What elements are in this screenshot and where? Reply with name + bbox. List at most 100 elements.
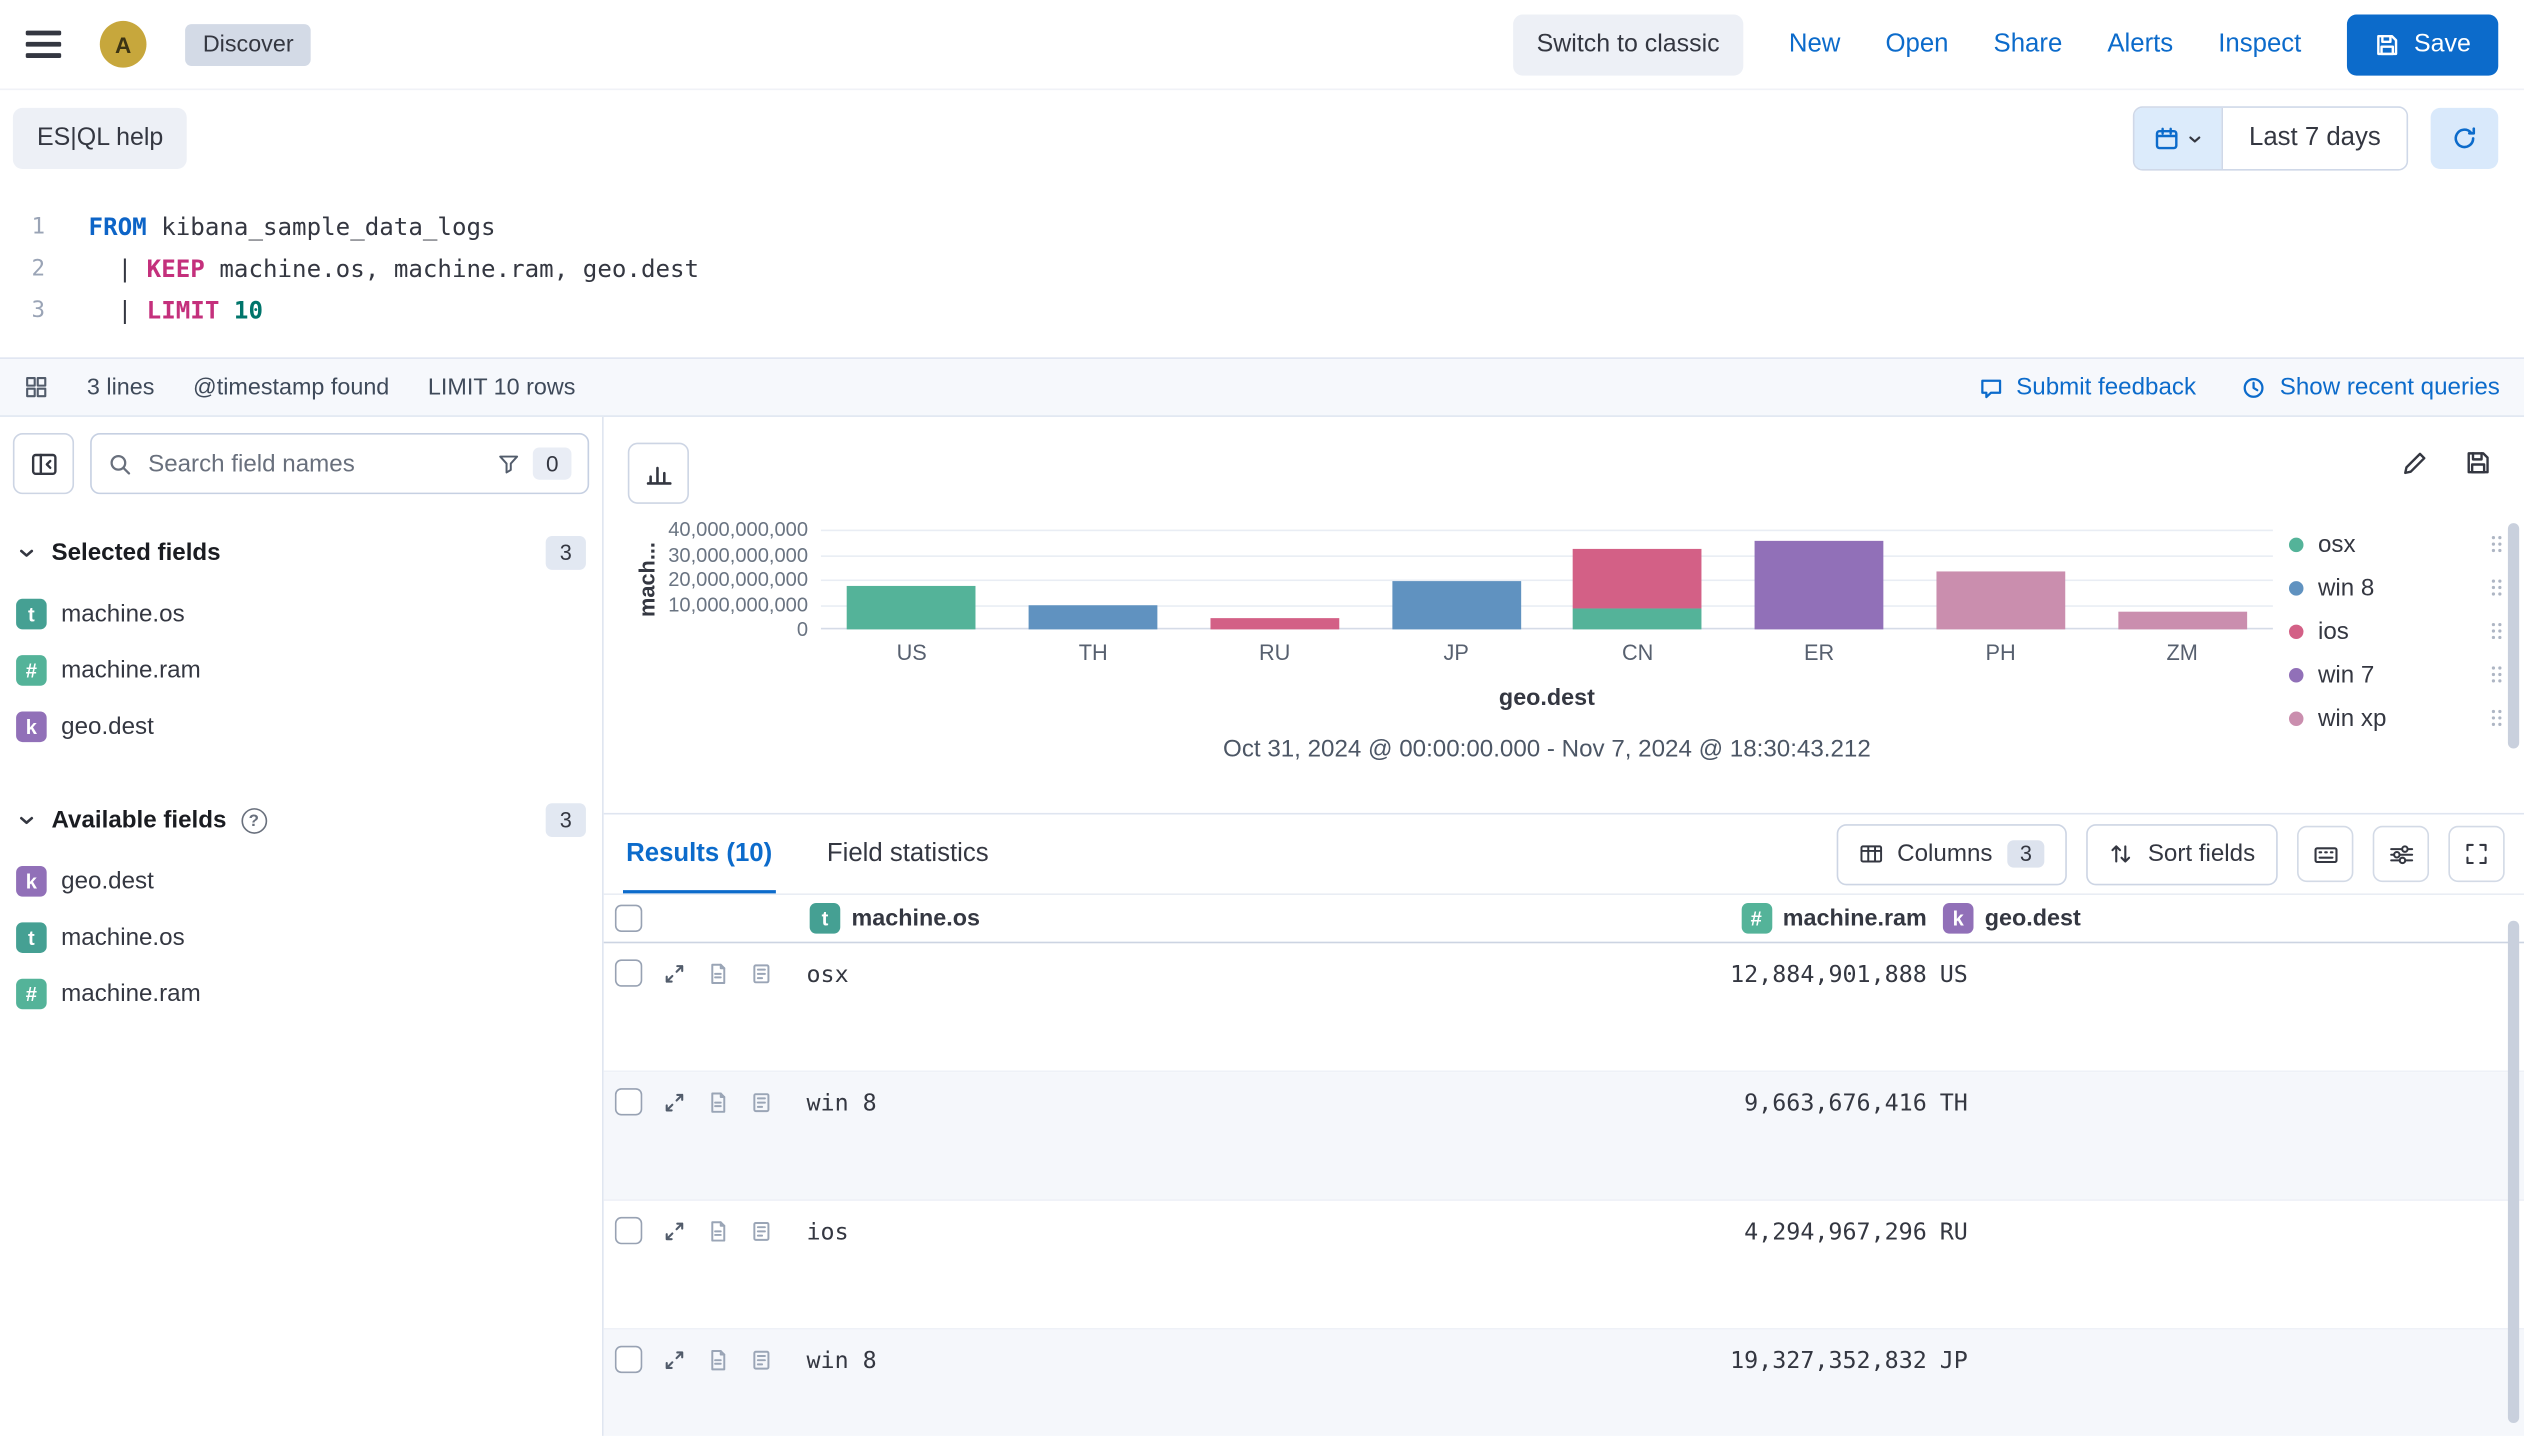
bar-group-US[interactable]	[821, 530, 1002, 630]
edit-visualization-button[interactable]	[2402, 449, 2429, 476]
bar-JP-win-8[interactable]	[1391, 581, 1521, 630]
display-options-button[interactable]	[2372, 825, 2430, 883]
row-checkbox[interactable]	[614, 1345, 643, 1374]
bar-CN-osx[interactable]	[1573, 608, 1703, 630]
expand-row-icon[interactable]	[663, 1219, 686, 1242]
date-picker-quick-select-button[interactable]	[2134, 107, 2222, 170]
bar-group-RU[interactable]	[1184, 530, 1365, 630]
available-fields-accordion[interactable]: Available fields ? 3	[0, 777, 602, 853]
bar-group-JP[interactable]	[1365, 530, 1546, 630]
bar-ZM-win-xp[interactable]	[2117, 611, 2247, 630]
table-row[interactable]: win 8 9,663,676,416 TH	[603, 1072, 2524, 1201]
save-button[interactable]: Save	[2346, 13, 2499, 75]
help-question-icon[interactable]: ?	[240, 807, 267, 834]
row-doc-icon[interactable]	[707, 1348, 730, 1371]
table-row[interactable]: osx 12,884,901,888 US	[603, 943, 2524, 1073]
row-details-icon[interactable]	[750, 962, 773, 985]
search-input[interactable]	[144, 448, 485, 479]
row-checkbox[interactable]	[614, 1088, 643, 1116]
bar-PH-win-xp[interactable]	[1936, 571, 2066, 630]
collapse-sidebar-button[interactable]	[12, 433, 75, 495]
bar-group-CN[interactable]	[1547, 530, 1728, 630]
column-header-machine.os[interactable]: t machine.os	[806, 903, 1727, 934]
expand-row-icon[interactable]	[663, 962, 686, 985]
field-item-machine.ram[interactable]: # machine.ram	[0, 642, 602, 698]
tab-field-statistics[interactable]: Field statistics	[824, 815, 992, 894]
row-doc-icon[interactable]	[707, 1091, 730, 1114]
avatar[interactable]: A	[99, 20, 147, 68]
row-details-icon[interactable]	[750, 1091, 773, 1114]
field-search-box[interactable]: 0	[90, 433, 590, 495]
legend-drag-handle[interactable]	[2490, 578, 2504, 599]
field-name: geo.dest	[61, 867, 154, 895]
row-doc-icon[interactable]	[707, 962, 730, 985]
field-item-machine.os[interactable]: t machine.os	[0, 909, 602, 965]
submit-feedback-link[interactable]: Submit feedback	[1978, 373, 2196, 401]
sort-fields-button[interactable]: Sort fields	[2086, 823, 2278, 885]
legend-drag-handle[interactable]	[2490, 534, 2504, 555]
legend-item-win-7[interactable]: win 7	[2288, 660, 2505, 691]
filter-count-badge[interactable]: 0	[533, 447, 572, 480]
code-line[interactable]: 3 | LIMIT 10	[0, 290, 2524, 332]
tab-results[interactable]: Results (10)	[623, 815, 775, 894]
bar-TH-win-8[interactable]	[1028, 605, 1158, 630]
selected-fields-accordion[interactable]: Selected fields 3	[0, 510, 602, 586]
legend-drag-handle[interactable]	[2490, 621, 2504, 642]
row-doc-icon[interactable]	[707, 1219, 730, 1242]
expand-row-icon[interactable]	[663, 1091, 686, 1114]
bar-CN-ios[interactable]	[1573, 548, 1703, 609]
grid-scrollbar-thumb[interactable]	[2507, 920, 2520, 1423]
menu-hamburger-icon[interactable]	[25, 30, 62, 58]
row-details-icon[interactable]	[750, 1219, 773, 1242]
switch-to-classic-button[interactable]: Switch to classic	[1512, 13, 1744, 75]
fullscreen-button[interactable]	[2448, 825, 2505, 883]
filter-by-type-icon[interactable]	[498, 452, 521, 475]
select-all-checkbox[interactable]	[614, 904, 643, 933]
row-details-icon[interactable]	[750, 1348, 773, 1371]
legend-item-win-8[interactable]: win 8	[2288, 573, 2505, 604]
table-row[interactable]: ios 4,294,967,296 RU	[603, 1201, 2524, 1330]
page-scrollbar-thumb[interactable]	[2507, 523, 2520, 749]
bar-group-ZM[interactable]	[2091, 530, 2272, 630]
menu-new[interactable]: New	[1788, 29, 1841, 58]
bar-ER-win-7[interactable]	[1754, 540, 1884, 630]
save-visualization-button[interactable]	[2464, 449, 2491, 476]
menu-alerts[interactable]: Alerts	[2107, 29, 2174, 58]
esql-help-button[interactable]: ES|QL help	[12, 107, 188, 170]
row-checkbox[interactable]	[614, 1216, 643, 1245]
esql-editor[interactable]: 1 FROM kibana_sample_data_logs 2 | KEEP …	[0, 187, 2524, 358]
bar-group-PH[interactable]	[1910, 530, 2091, 630]
refresh-query-button[interactable]	[2430, 107, 2499, 170]
menu-inspect[interactable]: Inspect	[2218, 29, 2302, 58]
legend-item-win-xp[interactable]: win xp	[2288, 703, 2505, 734]
legend-item-osx[interactable]: osx	[2288, 530, 2505, 561]
date-picker[interactable]: Last 7 days	[2133, 106, 2409, 171]
time-range-button[interactable]: Last 7 days	[2221, 107, 2407, 170]
column-header-geo.dest[interactable]: k geo.dest	[1940, 903, 2524, 934]
editor-shortcuts-icon[interactable]	[24, 375, 48, 399]
columns-button[interactable]: Columns 3	[1836, 823, 2068, 885]
legend-item-ios[interactable]: ios	[2288, 617, 2505, 648]
row-checkbox[interactable]	[614, 959, 643, 987]
field-item-geo.dest[interactable]: k geo.dest	[0, 699, 602, 755]
column-header-machine.ram[interactable]: # machine.ram	[1727, 903, 1939, 934]
bar-group-TH[interactable]	[1002, 530, 1183, 630]
expand-row-icon[interactable]	[663, 1348, 686, 1371]
table-row[interactable]: win 8 19,327,352,832 JP	[603, 1329, 2524, 1436]
bar-US-osx[interactable]	[847, 585, 977, 630]
keyboard-shortcuts-button[interactable]	[2297, 825, 2354, 883]
bar-RU-ios[interactable]	[1210, 618, 1340, 630]
field-item-machine.os[interactable]: t machine.os	[0, 586, 602, 642]
field-item-machine.ram[interactable]: # machine.ram	[0, 966, 602, 1022]
show-recent-queries-link[interactable]: Show recent queries	[2241, 373, 2500, 401]
main-content: mach... 40,000,000,000 30,000,000,000 20,0…	[603, 417, 2524, 1436]
menu-share[interactable]: Share	[1993, 29, 2063, 58]
legend-drag-handle[interactable]	[2490, 665, 2504, 686]
legend-drag-handle[interactable]	[2490, 708, 2504, 729]
menu-open[interactable]: Open	[1885, 29, 1949, 58]
bar-group-ER[interactable]	[1728, 530, 1909, 630]
code-line[interactable]: 1 FROM kibana_sample_data_logs	[0, 206, 2524, 248]
chart-options-button[interactable]	[627, 442, 689, 504]
field-item-geo.dest[interactable]: k geo.dest	[0, 853, 602, 909]
code-line[interactable]: 2 | KEEP machine.os, machine.ram, geo.de…	[0, 248, 2524, 290]
